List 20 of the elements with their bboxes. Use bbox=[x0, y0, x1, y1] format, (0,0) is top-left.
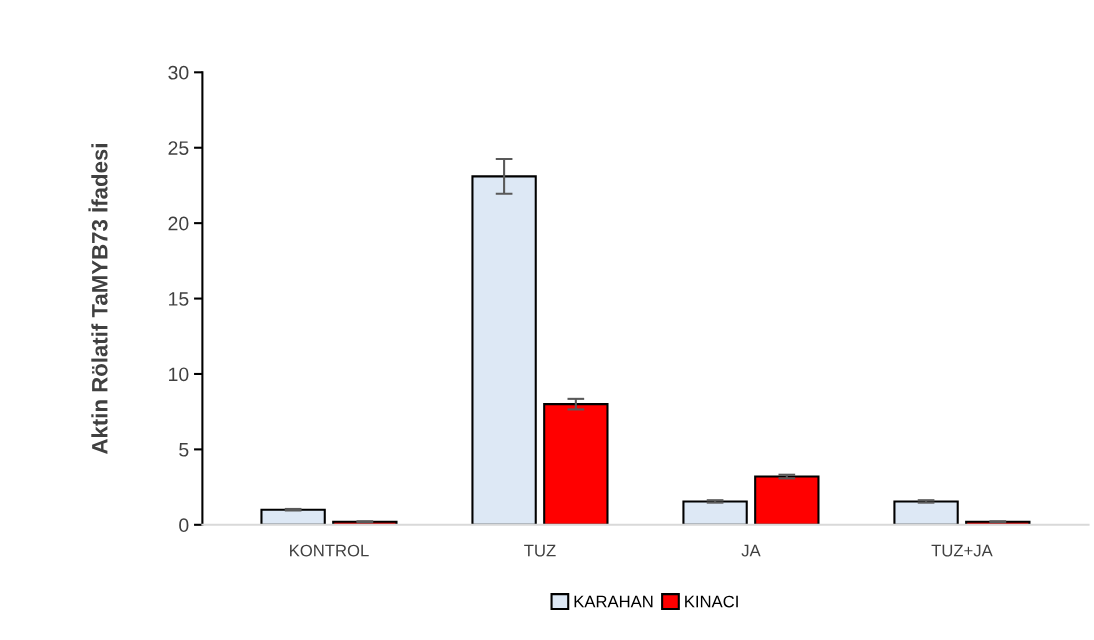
y-tick-label: 20 bbox=[168, 216, 189, 231]
y-axis-title: Aktin Rölatif TaMYB73 İfadesi bbox=[88, 144, 108, 454]
bar bbox=[543, 403, 609, 525]
x-tick-label: KONTROL bbox=[290, 544, 369, 557]
legend-label: KINACI bbox=[685, 595, 738, 608]
x-tick-label: JA bbox=[741, 544, 761, 557]
x-tick-label: TUZ bbox=[524, 544, 556, 557]
bar bbox=[260, 508, 326, 525]
legend-label: KARAHAN bbox=[574, 595, 653, 608]
y-tick-label: 10 bbox=[169, 367, 189, 382]
y-tick-label: 5 bbox=[179, 443, 189, 457]
y-tick-label: 0 bbox=[179, 518, 189, 533]
bar bbox=[471, 175, 537, 525]
bar bbox=[682, 500, 748, 525]
y-tick-label: 15 bbox=[169, 292, 189, 306]
y-tick-label: 30 bbox=[168, 65, 189, 80]
bar bbox=[754, 475, 820, 525]
y-tick-label: 25 bbox=[168, 141, 189, 155]
x-tick-label: TUZ+JA bbox=[931, 544, 993, 557]
bar bbox=[893, 500, 959, 525]
